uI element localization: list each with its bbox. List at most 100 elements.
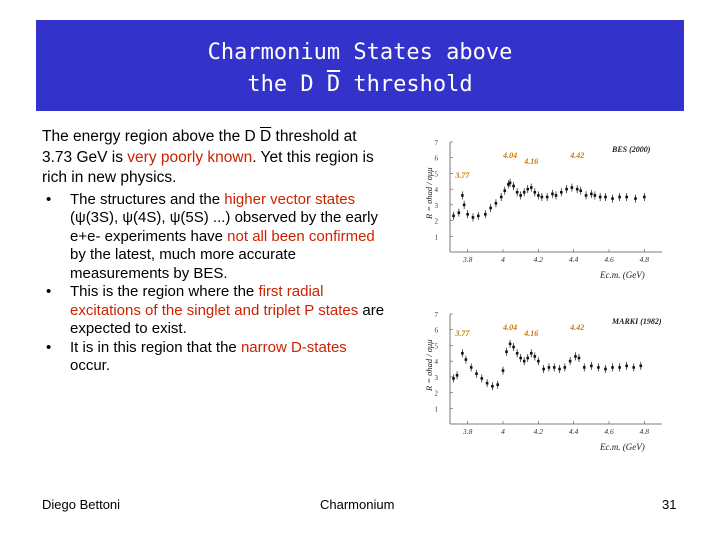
y-tick-label: 7 [435, 139, 439, 147]
data-point [515, 351, 519, 355]
slide-title-line1: Charmonium States above [207, 40, 513, 65]
data-point [484, 212, 487, 216]
peak-label: 4.42 [569, 323, 584, 332]
intro-highlight: very poorly known [127, 148, 253, 166]
peak-label: 4.04 [502, 151, 517, 160]
data-point [558, 367, 561, 371]
data-point [503, 189, 507, 193]
data-point [461, 351, 464, 355]
x-tick-label: 4.8 [640, 255, 650, 264]
x-tick-label: 3.8 [462, 255, 473, 264]
bullet-icon: • [46, 338, 52, 356]
data-point [632, 366, 636, 369]
data-point [598, 195, 602, 199]
data-point [611, 197, 614, 200]
data-point [529, 186, 533, 189]
data-point [547, 366, 551, 369]
data-point [639, 364, 643, 368]
x-tick-label: 4.4 [569, 255, 579, 264]
bullet-highlight: first radial excitations of the singlet … [70, 283, 359, 319]
data-point [501, 369, 505, 372]
data-point [554, 194, 558, 197]
data-point [533, 190, 537, 194]
peak-label: 4.16 [523, 329, 538, 338]
x-tick-label: 4 [501, 255, 505, 264]
data-point [455, 373, 459, 377]
bes-r-plot: 1 2 3 4 5 6 7 3.8 4 4.2 4.4 4.6 4.8 Ec.m. (GeV) R = σh… [424, 139, 662, 280]
peak-label: 4.16 [523, 157, 538, 166]
data-point [476, 214, 480, 218]
footer-title: Charmonium [320, 497, 395, 512]
data-point [611, 366, 614, 369]
y-tick-label: 1 [435, 233, 439, 241]
slide-title-line2: the D D threshold [36, 72, 684, 97]
bullet-icon: • [46, 283, 52, 300]
bullet-highlight: higher vector states [224, 190, 356, 208]
data-point [625, 364, 628, 368]
x-tick-label: 4.6 [604, 427, 614, 436]
slide-body: The energy region above the D D threshol… [42, 127, 387, 376]
bullet-item: • The structures and the higher vector st… [42, 191, 387, 284]
data-point [515, 190, 519, 194]
data-point [590, 364, 593, 368]
bullet-text: occur. [70, 357, 111, 374]
page-number: 31 [662, 497, 677, 512]
bullet-item: • It is in this region that the narrow D-… [42, 339, 387, 376]
data-point [452, 377, 455, 380]
bullet-list: • The structures and the higher vector st… [42, 191, 387, 376]
bullet-text: It is in this region that the [70, 338, 241, 356]
data-point [574, 355, 577, 358]
data-point [522, 359, 526, 363]
y-tick-label: 3 [435, 202, 439, 210]
data-point [526, 356, 530, 360]
data-point [507, 183, 510, 186]
x-tick-label: 4.6 [604, 255, 614, 264]
y-tick-label: 6 [435, 155, 439, 163]
data-point [519, 356, 522, 360]
intro-paragraph: The energy region above the D D threshol… [42, 127, 387, 189]
data-point [552, 366, 556, 369]
data-point [560, 190, 563, 194]
data-point [505, 350, 508, 354]
y-tick-label: 1 [435, 405, 439, 413]
data-point [519, 194, 522, 197]
bullet-text: The structures and the [70, 190, 225, 208]
data-point [537, 359, 540, 363]
data-point [570, 186, 574, 189]
data-point [529, 351, 533, 355]
y-tick-label: 4 [435, 358, 439, 366]
peak-label: 3.77 [454, 329, 470, 338]
intro-text: The energy region above the D [42, 128, 260, 145]
data-point [593, 194, 597, 197]
title-line2-post: threshold [340, 72, 473, 97]
data-point [480, 377, 484, 380]
y-axis-label: R = σhad / σμμ [424, 168, 434, 220]
data-point [540, 195, 544, 199]
data-point [625, 195, 628, 199]
peak-label: 4.04 [502, 323, 517, 332]
title-line2-pre: the D [247, 72, 327, 97]
intro-text-end: . Yet this region is rich in new physics… [42, 148, 374, 187]
y-axis-label: R = σhad / σμμ [424, 340, 434, 392]
x-tick-label: 3.8 [462, 427, 473, 436]
data-point [563, 366, 567, 369]
data-point [508, 342, 512, 346]
data-point [457, 211, 461, 215]
x-tick-label: 4.2 [534, 427, 544, 436]
peak-label: 3.77 [454, 171, 470, 180]
intro-dbar-symbol: D [260, 128, 272, 145]
data-point [469, 366, 473, 369]
peak-label: 4.42 [569, 151, 584, 160]
data-point [565, 187, 568, 191]
data-point [551, 192, 554, 196]
data-point [489, 206, 492, 210]
bullet-highlight: narrow D-states [240, 338, 347, 356]
data-point [577, 356, 581, 360]
x-axis-label: Ec.m. (GeV) [599, 270, 645, 280]
data-point [618, 195, 621, 199]
bullet-item: • This is the region where the first radi… [42, 283, 387, 339]
y-tick-label: 2 [435, 390, 439, 398]
data-point [542, 367, 545, 371]
data-point [568, 359, 572, 363]
data-point [485, 381, 489, 385]
